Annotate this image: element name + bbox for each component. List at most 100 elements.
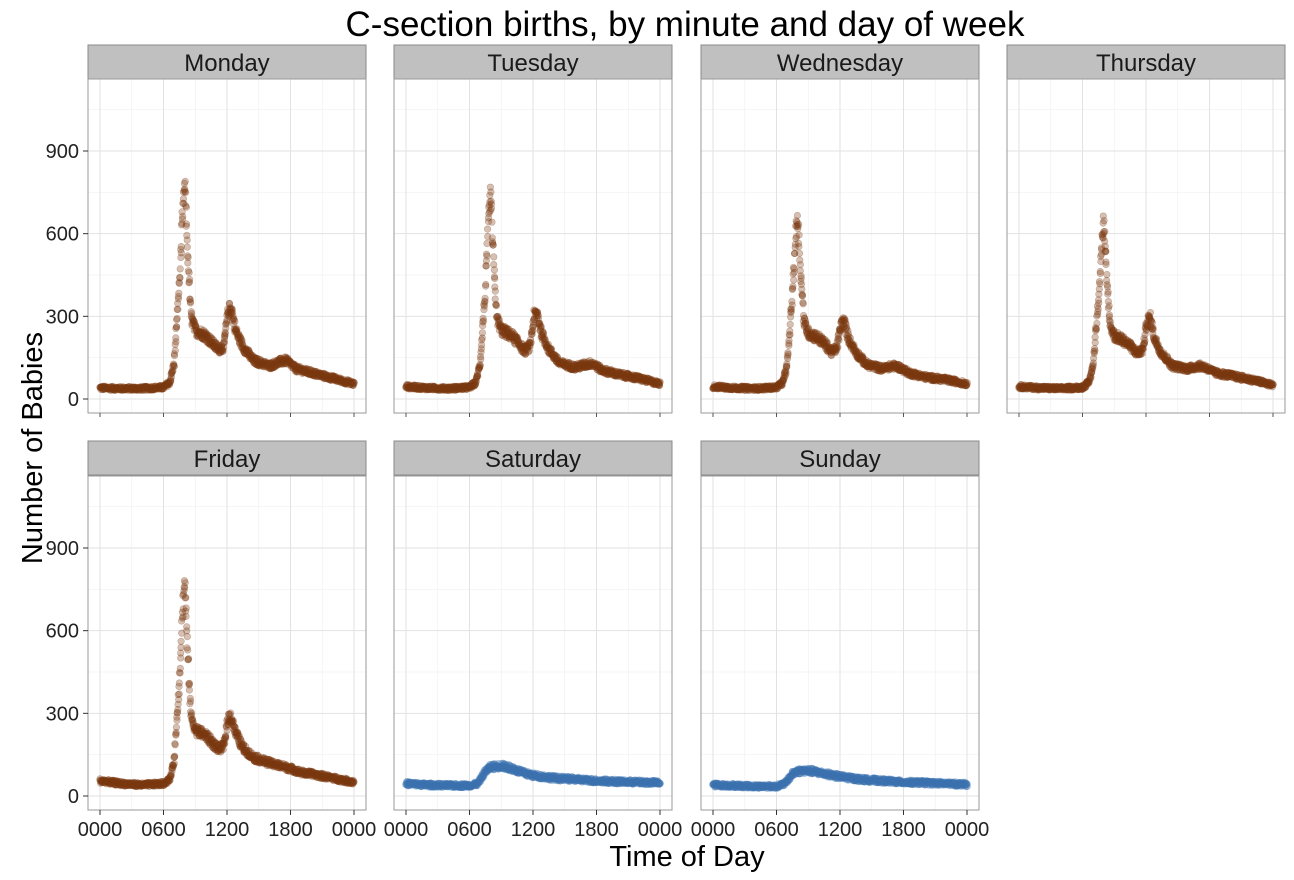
x-tick-label: 1200 [205, 819, 250, 841]
data-point [1093, 326, 1100, 333]
data-point [175, 306, 182, 313]
data-point [785, 351, 792, 358]
data-point [1142, 337, 1149, 344]
data-point [182, 178, 189, 185]
data-point [784, 363, 791, 370]
data-point [796, 232, 803, 239]
data-point [182, 580, 189, 587]
data-point [492, 288, 499, 295]
facet-label: Friday [194, 446, 261, 473]
data-point [1103, 259, 1110, 266]
data-point [178, 638, 185, 645]
data-point [183, 221, 190, 228]
data-point [174, 315, 181, 322]
data-point [1090, 360, 1097, 367]
data-point [786, 337, 793, 344]
data-point [835, 344, 842, 351]
data-point [1091, 345, 1098, 352]
data-point [184, 237, 191, 244]
data-point [1147, 309, 1154, 316]
data-point [1270, 381, 1277, 388]
y-axis-label: Number of Babies [17, 332, 49, 564]
data-point [171, 754, 178, 761]
chart-title: C-section births, by minute and day of w… [346, 5, 1025, 44]
data-point [479, 330, 486, 337]
data-point [488, 205, 495, 212]
facet-panel-wednesday: Wednesday [701, 45, 979, 417]
data-point [783, 370, 790, 377]
data-point [184, 244, 191, 251]
data-point [1097, 270, 1104, 277]
data-point [491, 254, 498, 261]
data-point [184, 633, 191, 640]
y-tick-label: 600 [46, 224, 79, 246]
data-point [798, 275, 805, 282]
data-point [177, 266, 184, 273]
data-point [184, 647, 191, 654]
data-point [1105, 289, 1112, 296]
y-tick-label: 300 [46, 306, 79, 328]
data-point [787, 332, 794, 339]
y-tick-label: 900 [46, 538, 79, 560]
data-point [176, 691, 183, 698]
data-point [183, 594, 190, 601]
facet-panel-tuesday: Tuesday [394, 45, 672, 417]
data-point [796, 250, 803, 257]
data-point [177, 665, 184, 672]
y-tick-label: 300 [46, 703, 79, 725]
y-tick-label: 0 [68, 786, 79, 808]
data-point [787, 321, 794, 328]
facet-label: Tuesday [487, 50, 578, 77]
facet-label: Saturday [485, 446, 581, 473]
data-point [790, 283, 797, 290]
data-point [791, 265, 798, 272]
data-point [224, 727, 231, 734]
data-point [186, 687, 193, 694]
data-point [1095, 300, 1102, 307]
data-point [176, 680, 183, 687]
facet-label: Monday [184, 50, 269, 77]
y-tick-label: 0 [68, 389, 79, 411]
data-point [186, 680, 193, 687]
data-point [1106, 303, 1113, 310]
data-point [799, 292, 806, 299]
data-point [183, 624, 190, 631]
facet-panels: Monday 0 300 600 900 Tuesday Wednesday Thursday… [46, 45, 1285, 841]
data-point [227, 710, 234, 717]
data-point [797, 261, 804, 268]
data-point [836, 337, 843, 344]
data-point [491, 267, 498, 274]
facet-panel-thursday: Thursday [1007, 45, 1285, 417]
data-point [186, 279, 193, 286]
data-point [1101, 217, 1108, 224]
data-point [964, 379, 971, 386]
data-point [796, 243, 803, 250]
x-tick-label: 0000 [78, 819, 123, 841]
data-point [186, 269, 193, 276]
data-point [351, 379, 358, 386]
data-point [1092, 334, 1099, 341]
data-point [187, 698, 194, 705]
facet-panel-monday: Monday 0 300 600 900 [46, 45, 366, 417]
data-point [221, 339, 228, 346]
data-point [1104, 281, 1111, 288]
data-point [528, 339, 535, 346]
y-tick-label: 900 [46, 141, 79, 163]
data-point [482, 298, 489, 305]
data-point [800, 299, 807, 306]
data-point [177, 275, 184, 282]
data-point [790, 277, 797, 284]
data-point [232, 318, 239, 325]
data-point [1150, 324, 1157, 331]
data-point [1096, 278, 1103, 285]
data-point [223, 735, 230, 742]
data-point [185, 254, 192, 261]
facet-label: Thursday [1096, 50, 1196, 77]
data-point [484, 253, 491, 260]
data-point [490, 242, 497, 249]
data-point [489, 219, 496, 226]
data-point [187, 298, 194, 305]
